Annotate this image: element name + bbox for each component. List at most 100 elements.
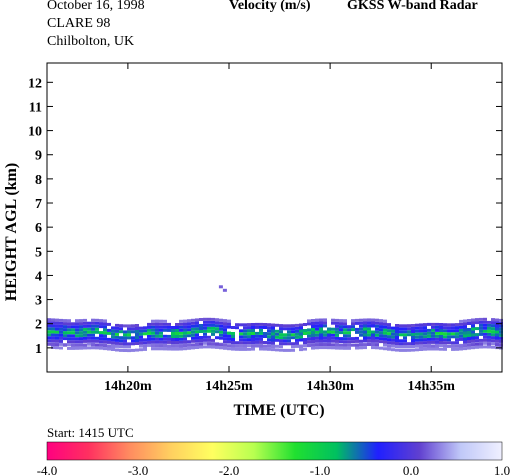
velocity-cell (279, 333, 283, 337)
velocity-cell (295, 344, 299, 348)
velocity-cell (443, 326, 447, 330)
velocity-cell (287, 342, 291, 346)
velocity-cell (427, 340, 431, 344)
velocity-cell (371, 318, 375, 322)
velocity-cell (319, 330, 323, 334)
velocity-cell (223, 334, 227, 338)
velocity-cell (199, 318, 203, 321)
velocity-cell (119, 342, 123, 346)
velocity-cell (143, 338, 147, 342)
velocity-cell (479, 345, 483, 349)
velocity-cell (479, 342, 483, 346)
velocity-cell (287, 327, 291, 331)
velocity-cell (123, 339, 127, 343)
velocity-cell (483, 338, 487, 342)
velocity-cell (335, 333, 339, 337)
velocity-cell (359, 324, 363, 328)
velocity-cell (47, 333, 51, 337)
velocity-cell (435, 344, 439, 348)
y-tick-label: 3 (35, 294, 42, 309)
velocity-cell (279, 345, 283, 349)
velocity-cell (379, 340, 383, 344)
velocity-cell (231, 341, 235, 344)
velocity-cell (271, 338, 275, 342)
velocity-cell (323, 343, 327, 347)
velocity-cell (423, 347, 427, 351)
velocity-cell (487, 326, 491, 330)
velocity-cell (367, 343, 371, 346)
velocity-cell (71, 337, 75, 341)
velocity-cell (291, 336, 295, 340)
velocity-cell (271, 326, 275, 330)
velocity-cell (155, 334, 159, 338)
velocity-cell (187, 328, 191, 332)
velocity-cell (415, 323, 419, 327)
velocity-cell (131, 324, 135, 328)
velocity-cell (335, 318, 339, 322)
velocity-cell (51, 324, 55, 328)
velocity-cell (111, 335, 115, 339)
velocity-cell (415, 326, 419, 330)
velocity-cell (183, 334, 187, 338)
velocity-cell (411, 348, 415, 352)
velocity-cell (467, 337, 471, 340)
velocity-cell (327, 333, 331, 337)
velocity-cell (347, 343, 351, 347)
velocity-cell (431, 334, 435, 338)
velocity-cell (379, 334, 383, 338)
velocity-cell (143, 341, 147, 345)
velocity-cell (218, 285, 223, 289)
velocity-cell (103, 337, 107, 341)
velocity-cell (143, 329, 147, 333)
velocity-cell (471, 330, 475, 334)
velocity-cell (295, 323, 299, 327)
velocity-cell (459, 322, 463, 326)
velocity-cell (435, 334, 439, 338)
velocity-cell (339, 322, 343, 326)
velocity-cell (399, 348, 403, 352)
velocity-cell (79, 340, 83, 344)
velocity-cell (235, 347, 239, 351)
velocity-cell (255, 334, 259, 338)
velocity-cell (299, 329, 303, 333)
velocity-cell (455, 329, 459, 333)
velocity-cell (195, 330, 199, 334)
velocity-cell (243, 323, 247, 327)
velocity-cell (439, 347, 443, 351)
velocity-cell (363, 318, 367, 322)
velocity-cell (359, 343, 363, 347)
velocity-cell (451, 329, 455, 333)
velocity-cell (75, 325, 79, 329)
velocity-cell (451, 341, 455, 345)
velocity-cell (259, 331, 263, 335)
velocity-cell (83, 318, 87, 322)
velocity-cell (219, 336, 223, 340)
velocity-cell (291, 342, 295, 346)
velocity-cell (415, 338, 419, 342)
velocity-cell (95, 321, 99, 325)
velocity-cell (91, 327, 95, 331)
velocity-cell (471, 327, 475, 331)
velocity-cell (239, 329, 243, 333)
velocity-cell (363, 343, 367, 347)
velocity-cell (427, 344, 431, 348)
velocity-cell (491, 318, 495, 322)
velocity-cell (311, 328, 315, 331)
velocity-cell (119, 348, 123, 352)
campaign-label: CLARE 98 (47, 16, 111, 31)
velocity-cell (487, 329, 491, 333)
velocity-cell (83, 321, 87, 325)
velocity-cell (383, 334, 387, 338)
velocity-cell (375, 330, 379, 334)
velocity-cell (487, 345, 491, 349)
velocity-cell (71, 346, 75, 350)
velocity-cell (155, 319, 159, 323)
velocity-cell (295, 338, 299, 342)
velocity-cell (191, 343, 195, 347)
velocity-cell (459, 347, 463, 351)
velocity-cell (351, 319, 355, 323)
velocity-cell (319, 324, 323, 328)
velocity-cell (307, 331, 311, 335)
velocity-cell (87, 321, 91, 325)
velocity-cell (183, 340, 187, 344)
